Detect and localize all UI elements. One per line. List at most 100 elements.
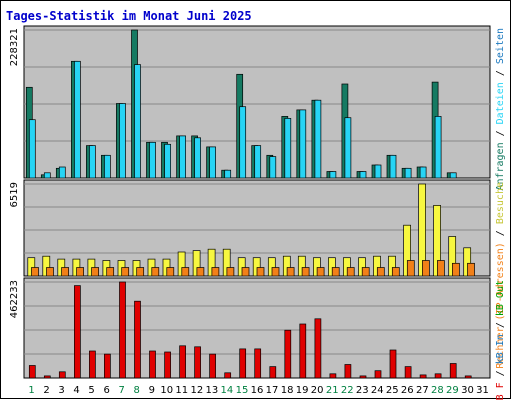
- bar-dateien: [404, 167, 412, 179]
- bar-kb-in: [254, 348, 262, 379]
- panel-legend-label: Rechner (IP-Adressen) / Besuche: [495, 182, 506, 369]
- day-label: 9: [149, 385, 155, 396]
- legend-entry: Seiten: [495, 28, 506, 64]
- day-label: 28: [431, 385, 444, 396]
- bar-rechner: [91, 267, 99, 277]
- day-label: 1: [28, 385, 34, 396]
- bar-rechner: [181, 267, 190, 277]
- panel-max-label: 6519: [9, 182, 20, 207]
- bar-kb-in: [359, 375, 367, 379]
- bar-dateien: [314, 99, 322, 179]
- bar-rechner: [106, 267, 115, 277]
- day-label: 19: [296, 385, 309, 396]
- bar-kb-in: [224, 372, 232, 379]
- panel-legend-label: Anfragen / Dateien / Seiten: [495, 28, 506, 191]
- panel-max-label: 462233: [9, 280, 20, 318]
- bar-kb-in: [134, 300, 141, 379]
- day-label: 4: [73, 385, 79, 396]
- bar-dateien: [224, 169, 232, 179]
- chart-panels: 228321 Anfragen / Dateien / Seiten 6519 Rec…: [9, 25, 506, 400]
- legend-entry: /: [495, 224, 506, 242]
- bar-kb-in: [104, 353, 111, 379]
- bar-rechner: [422, 260, 430, 277]
- day-label: 3: [58, 385, 64, 396]
- bar-rechner: [452, 262, 460, 277]
- day-label: 24: [371, 385, 384, 396]
- bar-kb-in: [374, 370, 382, 379]
- legend-entry: Anfragen: [495, 142, 506, 190]
- bar-dateien: [43, 172, 51, 179]
- bar-rechner: [391, 267, 400, 277]
- bar-rechner: [46, 267, 54, 277]
- bar-kb-in: [149, 350, 156, 379]
- day-label: 12: [191, 385, 204, 396]
- bar-rechner: [196, 267, 205, 277]
- bar-kb-in: [344, 364, 352, 379]
- bar-dateien: [58, 166, 66, 179]
- bar-rechner: [271, 267, 280, 277]
- bar-kb-in: [299, 323, 307, 379]
- bar-dateien: [209, 146, 216, 179]
- bar-rechner: [121, 267, 130, 277]
- day-label: 27: [416, 385, 429, 396]
- bar-kb-in: [58, 371, 66, 379]
- bar-dateien: [149, 141, 156, 179]
- bar-dateien: [344, 117, 352, 179]
- bar-kb-in: [284, 329, 292, 379]
- bar-rechner: [166, 267, 175, 277]
- bar-kb-in: [164, 351, 171, 379]
- bar-rechner: [61, 267, 69, 277]
- bar-kb-in: [74, 285, 81, 379]
- day-label: 17: [266, 385, 279, 396]
- bar-rechner: [226, 267, 235, 277]
- bar-rechner: [406, 260, 415, 277]
- bar-kb-in: [269, 366, 277, 379]
- day-label: 13: [206, 385, 219, 396]
- bar-kb-in: [194, 346, 201, 379]
- bar-dateien: [134, 64, 141, 179]
- bar-rechner: [467, 262, 475, 277]
- day-label: 10: [160, 385, 173, 396]
- panel-requests: 228321 Anfragen / Dateien / Seiten: [9, 25, 506, 191]
- bar-dateien: [329, 171, 337, 179]
- bar-dateien: [389, 154, 397, 179]
- bar-rechner: [76, 267, 84, 277]
- bar-rechner: [346, 267, 355, 277]
- bar-kb-in: [43, 375, 51, 379]
- bar-rechner: [331, 267, 340, 277]
- legend-entry: /: [495, 364, 506, 382]
- bar-dateien: [74, 60, 81, 179]
- day-label: 30: [461, 385, 474, 396]
- bar-dateien: [374, 164, 382, 179]
- bar-kb-in: [89, 350, 96, 379]
- legend-entry: kB F: [495, 382, 506, 400]
- legend-entry: kB Out: [495, 280, 506, 316]
- legend-entry: Rechner (IP-Adressen): [495, 242, 506, 368]
- bar-kb-in: [464, 375, 472, 379]
- bar-dateien: [299, 109, 307, 179]
- bar-dateien: [179, 135, 186, 179]
- legend-entry: /: [495, 124, 506, 142]
- bar-dateien: [419, 166, 427, 179]
- bar-rechner: [301, 267, 310, 277]
- bar-kb-in: [329, 373, 337, 379]
- day-label: 29: [446, 385, 459, 396]
- day-label: 25: [386, 385, 399, 396]
- day-label: 18: [281, 385, 294, 396]
- chart-title: Tages-Statistik im Monat Juni 2025: [6, 9, 252, 23]
- bar-dateien: [119, 103, 126, 179]
- day-label: 22: [341, 385, 354, 396]
- day-label: 7: [119, 385, 125, 396]
- bar-rechner: [286, 267, 295, 277]
- bar-dateien: [359, 171, 367, 179]
- bar-dateien: [164, 143, 171, 179]
- bar-dateien: [284, 118, 292, 179]
- legend-entry: Besuche: [495, 182, 506, 224]
- day-label: 31: [476, 385, 489, 396]
- day-label: 23: [356, 385, 369, 396]
- panel-max-label: 228321: [9, 28, 20, 66]
- day-label: 14: [221, 385, 234, 396]
- bar-rechner: [256, 267, 265, 277]
- day-label: 20: [311, 385, 324, 396]
